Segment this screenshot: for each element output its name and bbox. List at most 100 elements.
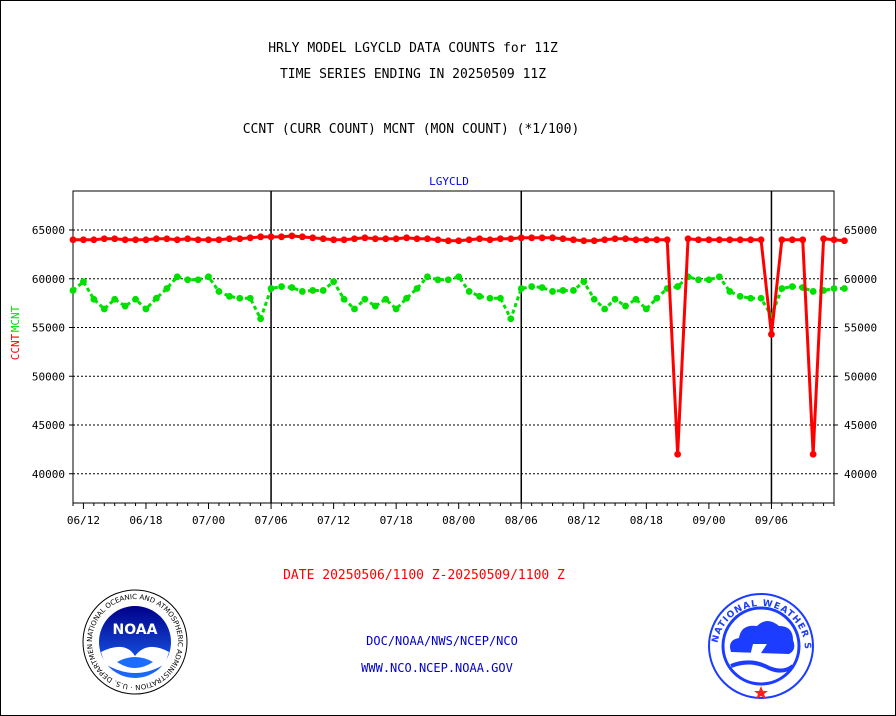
data-point-ccnt — [601, 236, 609, 244]
data-point-ccnt — [278, 233, 285, 241]
data-point-mcnt — [382, 295, 390, 303]
data-point-mcnt — [747, 294, 755, 302]
data-point-ccnt — [152, 235, 160, 243]
data-point-mcnt — [319, 287, 327, 294]
data-point-mcnt — [476, 292, 483, 300]
data-point-ccnt — [434, 236, 442, 244]
data-point-ccnt — [382, 235, 390, 243]
data-point-mcnt — [611, 295, 619, 303]
data-point-mcnt — [298, 288, 306, 295]
y-axis-label-ccnt: CCNT — [9, 333, 22, 360]
data-point-mcnt — [538, 284, 546, 291]
data-point-mcnt — [465, 288, 473, 295]
y-tick-layer: 40000 40000 45000 45000 50000 50000 55000 55000… — [32, 224, 877, 481]
data-point-ccnt — [69, 236, 77, 244]
x-tick-label: 08/00 — [442, 514, 475, 527]
y-tick-label-right: 50000 — [844, 370, 877, 383]
data-point-ccnt — [465, 236, 473, 244]
data-point-ccnt — [820, 235, 827, 243]
data-point-ccnt — [257, 233, 265, 241]
data-point-ccnt — [351, 235, 358, 243]
data-point-mcnt — [444, 276, 452, 284]
data-point-mcnt — [392, 305, 400, 313]
y-tick-label-right: 45000 — [844, 419, 877, 432]
data-point-ccnt — [486, 236, 494, 244]
data-point-mcnt — [340, 295, 348, 303]
data-point-mcnt — [163, 285, 171, 292]
data-point-ccnt — [663, 236, 671, 244]
data-point-mcnt — [674, 283, 682, 290]
data-point-mcnt — [497, 294, 504, 302]
data-point-ccnt — [132, 236, 139, 244]
data-point-mcnt — [778, 285, 786, 292]
data-point-ccnt — [622, 235, 629, 243]
data-point-mcnt — [121, 302, 129, 310]
y-tick-label-right: 55000 — [844, 322, 877, 335]
data-point-ccnt — [392, 235, 400, 243]
noaa-logo: NATIONAL OCEANIC AND ATMOSPHERIC ADMINIS… — [82, 589, 188, 695]
y-tick-label-left: 55000 — [32, 322, 65, 335]
date-range-text: DATE 20250506/1100 Z-20250509/1100 Z — [283, 568, 565, 583]
data-point-mcnt — [736, 292, 744, 300]
data-point-mcnt — [757, 294, 765, 302]
data-point-ccnt — [674, 450, 682, 458]
data-point-ccnt — [111, 235, 119, 243]
y-tick-label-right: 40000 — [844, 468, 877, 481]
data-point-mcnt — [434, 276, 442, 284]
data-point-mcnt — [601, 305, 609, 313]
data-point-mcnt — [705, 276, 713, 284]
data-point-ccnt — [246, 234, 254, 242]
org-text: DOC/NOAA/NWS/NCEP/NCO — [366, 634, 518, 648]
data-point-ccnt — [768, 330, 775, 338]
y-tick-label-left: 65000 — [32, 224, 65, 237]
data-point-mcnt — [403, 294, 410, 302]
data-point-mcnt — [267, 285, 275, 292]
data-point-ccnt — [507, 235, 515, 243]
data-point-ccnt — [205, 236, 212, 244]
data-point-ccnt — [642, 236, 650, 244]
data-point-mcnt — [330, 278, 338, 286]
data-point-mcnt — [309, 287, 317, 294]
data-point-ccnt — [413, 235, 421, 243]
y-tick-label-right: 60000 — [844, 273, 877, 286]
data-point-ccnt — [705, 236, 713, 244]
data-point-ccnt — [497, 235, 504, 243]
data-point-mcnt — [225, 292, 233, 300]
data-point-ccnt — [830, 236, 838, 244]
plot-title: LGYCLD — [429, 175, 469, 188]
data-point-ccnt — [309, 234, 317, 242]
x-tick-label: 08/12 — [567, 514, 600, 527]
url-link[interactable]: WWW.NCO.NCEP.NOAA.GOV — [361, 661, 513, 675]
data-point-ccnt — [476, 235, 483, 243]
data-point-ccnt — [788, 236, 796, 244]
data-point-ccnt — [715, 236, 723, 244]
data-point-mcnt — [559, 287, 567, 294]
data-point-ccnt — [371, 235, 379, 243]
data-point-ccnt — [569, 236, 577, 244]
data-point-ccnt — [611, 235, 619, 243]
data-point-mcnt — [111, 295, 119, 303]
x-tick-layer: 06/12 06/18 07/00 07/06 07/12 07/18 08/00 08/06… — [67, 503, 835, 527]
data-point-ccnt — [215, 236, 223, 244]
data-point-mcnt — [194, 276, 202, 284]
data-point-mcnt — [517, 285, 525, 292]
data-point-ccnt — [121, 236, 129, 244]
y-tick-label-left: 40000 — [32, 468, 65, 481]
data-point-ccnt — [841, 237, 848, 245]
data-point-ccnt — [684, 235, 692, 243]
data-point-mcnt — [695, 276, 702, 284]
data-point-ccnt — [580, 237, 588, 245]
data-point-mcnt — [486, 294, 494, 302]
data-point-ccnt — [559, 235, 567, 243]
data-point-mcnt — [528, 283, 536, 290]
data-point-mcnt — [569, 287, 577, 294]
data-point-mcnt — [351, 305, 358, 313]
data-point-mcnt — [726, 288, 734, 295]
data-point-mcnt — [413, 285, 421, 292]
data-point-mcnt — [841, 285, 848, 292]
data-point-mcnt — [622, 302, 629, 310]
x-tick-label: 07/18 — [380, 514, 413, 527]
data-point-ccnt — [361, 234, 369, 242]
data-point-ccnt — [538, 234, 546, 242]
